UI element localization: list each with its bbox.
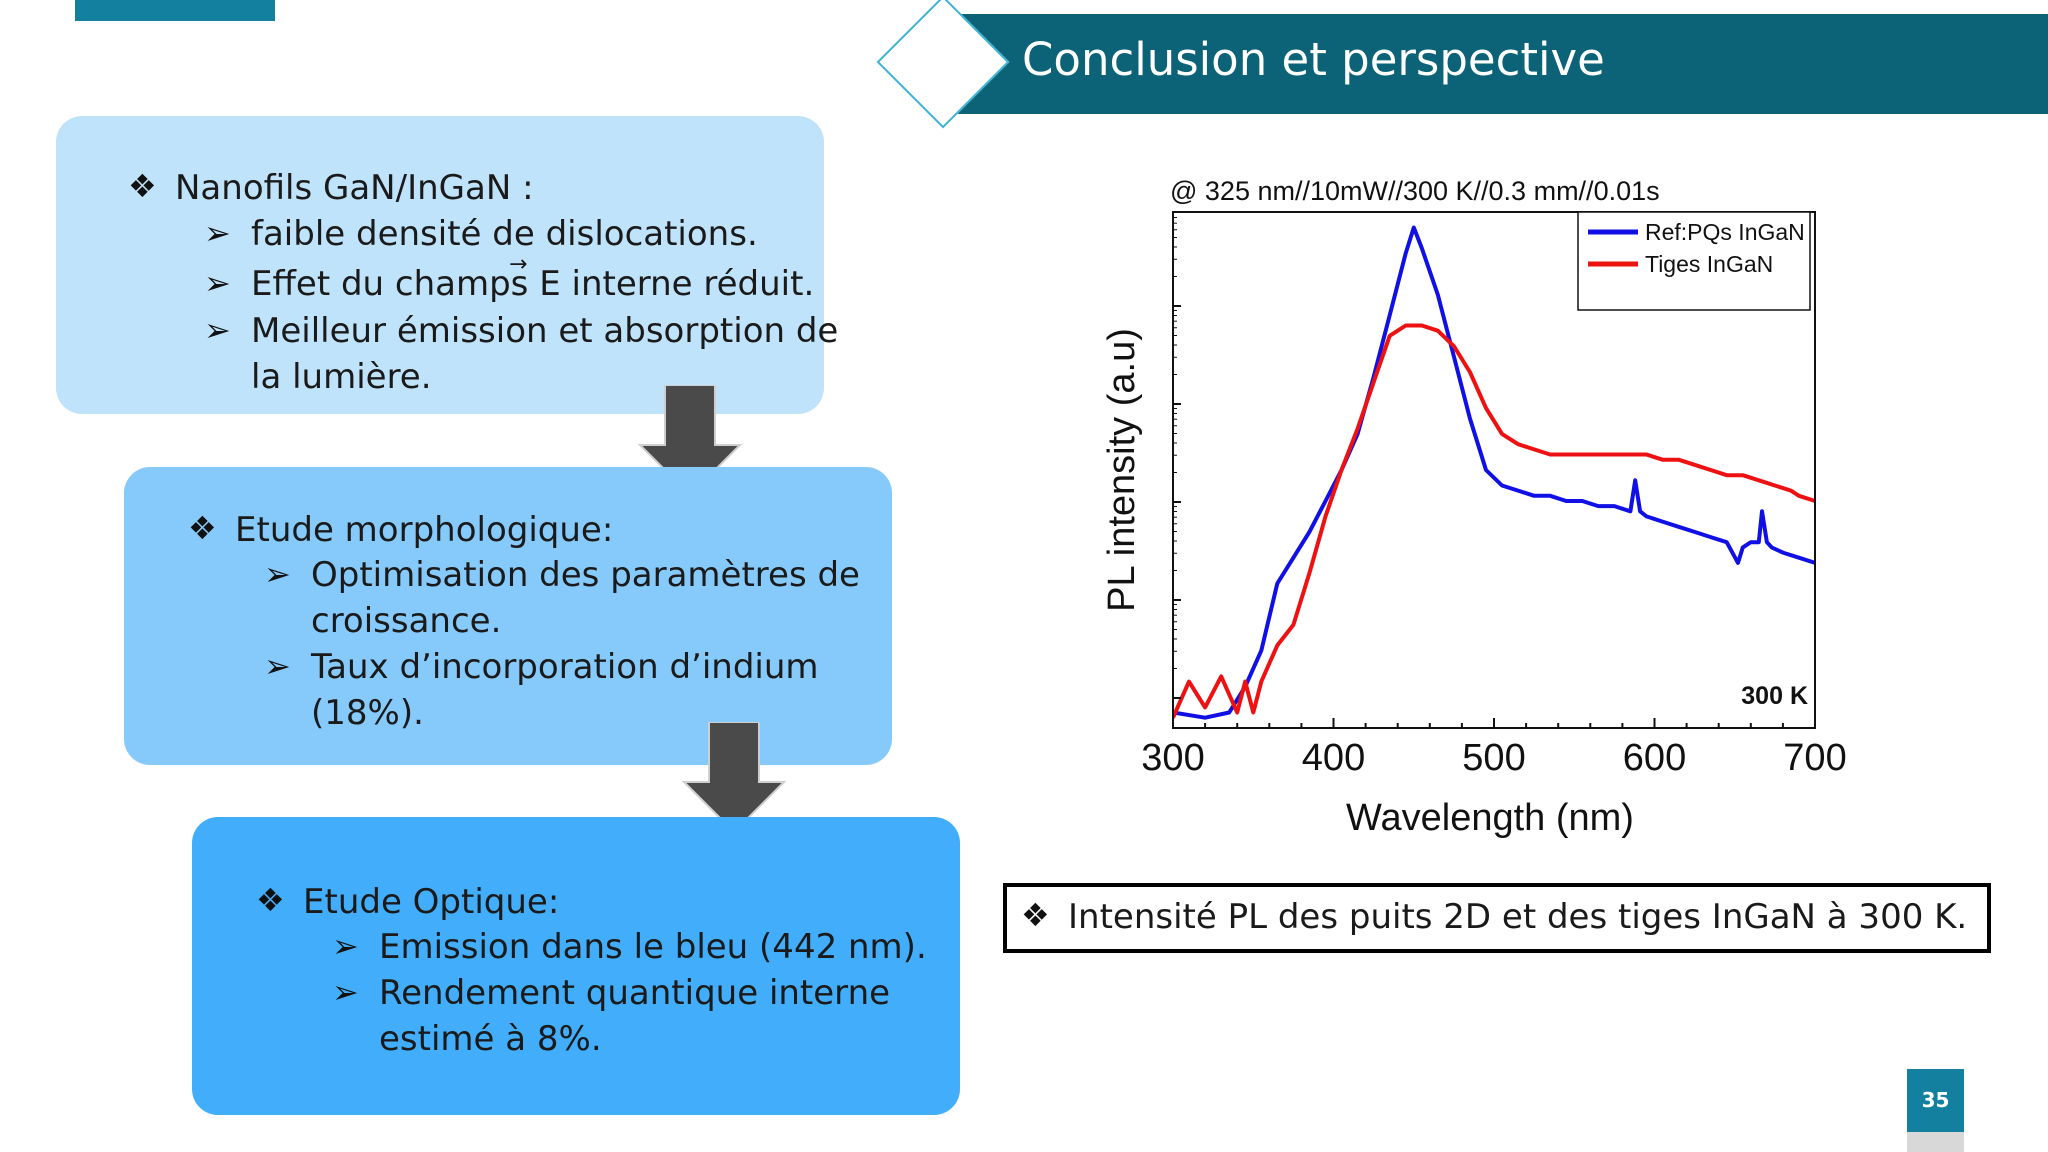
chart-title: @ 325 nm//10mW//300 K//0.3 mm//0.01s bbox=[1170, 176, 1660, 206]
box2-item: Optimisation des paramètres de bbox=[311, 555, 860, 595]
diamond-bullet-icon: ❖ bbox=[128, 167, 157, 205]
x-tick-label: 500 bbox=[1462, 737, 1525, 779]
page-number-footer bbox=[1907, 1132, 1964, 1152]
figure-caption: Intensité PL des puits 2D et des tiges I… bbox=[1068, 897, 1968, 937]
x-tick-label: 400 bbox=[1302, 737, 1365, 779]
pl-spectrum-chart: @ 325 nm//10mW//300 K//0.3 mm//0.01s 300… bbox=[1101, 176, 1847, 839]
box1-item: Meilleur émission et absorption de bbox=[251, 311, 839, 351]
title-band bbox=[955, 14, 2048, 114]
series-line-0 bbox=[1173, 225, 1815, 720]
legend-label: Tiges InGaN bbox=[1645, 251, 1773, 277]
box2-heading: Etude morphologique: bbox=[235, 510, 614, 550]
arrow-bullet-icon: ➢ bbox=[204, 311, 231, 349]
diamond-bullet-icon: ❖ bbox=[188, 509, 217, 547]
box1-item: la lumière. bbox=[251, 357, 432, 397]
diamond-bullet-icon: ❖ bbox=[1021, 896, 1050, 934]
box1-heading: Nanofils GaN/InGaN : bbox=[175, 168, 534, 208]
x-axis-label: Wavelength (nm) bbox=[1346, 797, 1634, 839]
box1-item: Effet du champs E interne réduit. bbox=[251, 264, 815, 304]
arrow-bullet-icon: ➢ bbox=[204, 264, 231, 302]
x-tick-label: 300 bbox=[1141, 737, 1204, 779]
morphologie-summary-box bbox=[124, 467, 892, 765]
page-number-badge bbox=[1907, 1069, 1964, 1132]
vector-arrow-icon: → bbox=[509, 252, 528, 277]
page-number: 35 bbox=[1921, 1088, 1950, 1112]
box2-item: Taux d’incorporation d’indium bbox=[311, 647, 819, 687]
box2-item: (18%). bbox=[311, 693, 424, 733]
slide-title: Conclusion et perspective bbox=[1022, 33, 1605, 86]
nanofils-summary-box bbox=[56, 116, 824, 414]
legend-label: Ref:PQs InGaN bbox=[1645, 219, 1805, 245]
diamond-bullet-icon: ❖ bbox=[256, 881, 285, 919]
arrow-bullet-icon: ➢ bbox=[332, 973, 359, 1011]
figure-caption-box bbox=[1003, 883, 1991, 953]
optique-summary-box bbox=[192, 817, 960, 1115]
y-axis-label: PL intensity (a.u) bbox=[1101, 328, 1143, 612]
temperature-annotation: 300 K bbox=[1741, 682, 1808, 710]
box3-item: Emission dans le bleu (442 nm). bbox=[379, 927, 927, 967]
box2-item: croissance. bbox=[311, 601, 502, 641]
arrow-bullet-icon: ➢ bbox=[264, 647, 291, 685]
arrow-bullet-icon: ➢ bbox=[204, 214, 231, 252]
header-accent-bar bbox=[75, 0, 275, 21]
arrow-bullet-icon: ➢ bbox=[332, 927, 359, 965]
x-tick-label: 600 bbox=[1623, 737, 1686, 779]
box3-item: Rendement quantique interne bbox=[379, 973, 891, 1013]
legend-box bbox=[1577, 211, 1811, 311]
arrow-bullet-icon: ➢ bbox=[264, 555, 291, 593]
series-line-1 bbox=[1173, 323, 1815, 719]
box3-item: estimé à 8%. bbox=[379, 1019, 602, 1059]
down-arrow-icon bbox=[681, 722, 787, 832]
box1-item: faible densité de dislocations. bbox=[251, 214, 758, 254]
box3-heading: Etude Optique: bbox=[303, 882, 560, 922]
x-tick-label: 700 bbox=[1783, 737, 1846, 779]
